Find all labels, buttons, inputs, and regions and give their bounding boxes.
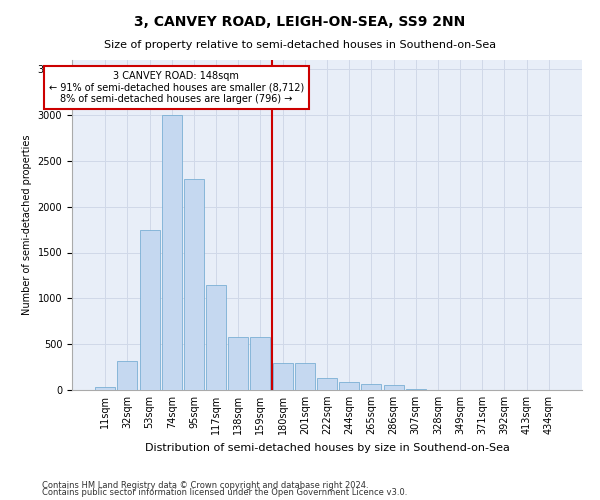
- Bar: [162, 115, 182, 390]
- Bar: [406, 388, 426, 390]
- Bar: [317, 378, 337, 390]
- Bar: [272, 362, 293, 390]
- Bar: [118, 360, 137, 390]
- Bar: [295, 362, 315, 390]
- Bar: [228, 338, 248, 390]
- Bar: [361, 384, 382, 390]
- X-axis label: Distribution of semi-detached houses by size in Southend-on-Sea: Distribution of semi-detached houses by …: [145, 442, 509, 452]
- Text: 3 CANVEY ROAD: 148sqm
← 91% of semi-detached houses are smaller (8,712)
8% of se: 3 CANVEY ROAD: 148sqm ← 91% of semi-deta…: [49, 71, 304, 104]
- Bar: [383, 386, 404, 390]
- Text: Contains public sector information licensed under the Open Government Licence v3: Contains public sector information licen…: [42, 488, 407, 497]
- Bar: [250, 338, 271, 390]
- Text: Contains HM Land Registry data © Crown copyright and database right 2024.: Contains HM Land Registry data © Crown c…: [42, 480, 368, 490]
- Y-axis label: Number of semi-detached properties: Number of semi-detached properties: [22, 134, 32, 316]
- Text: 3, CANVEY ROAD, LEIGH-ON-SEA, SS9 2NN: 3, CANVEY ROAD, LEIGH-ON-SEA, SS9 2NN: [134, 15, 466, 29]
- Bar: [184, 179, 204, 390]
- Bar: [206, 284, 226, 390]
- Bar: [140, 230, 160, 390]
- Bar: [95, 387, 115, 390]
- Bar: [339, 382, 359, 390]
- Text: Size of property relative to semi-detached houses in Southend-on-Sea: Size of property relative to semi-detach…: [104, 40, 496, 50]
